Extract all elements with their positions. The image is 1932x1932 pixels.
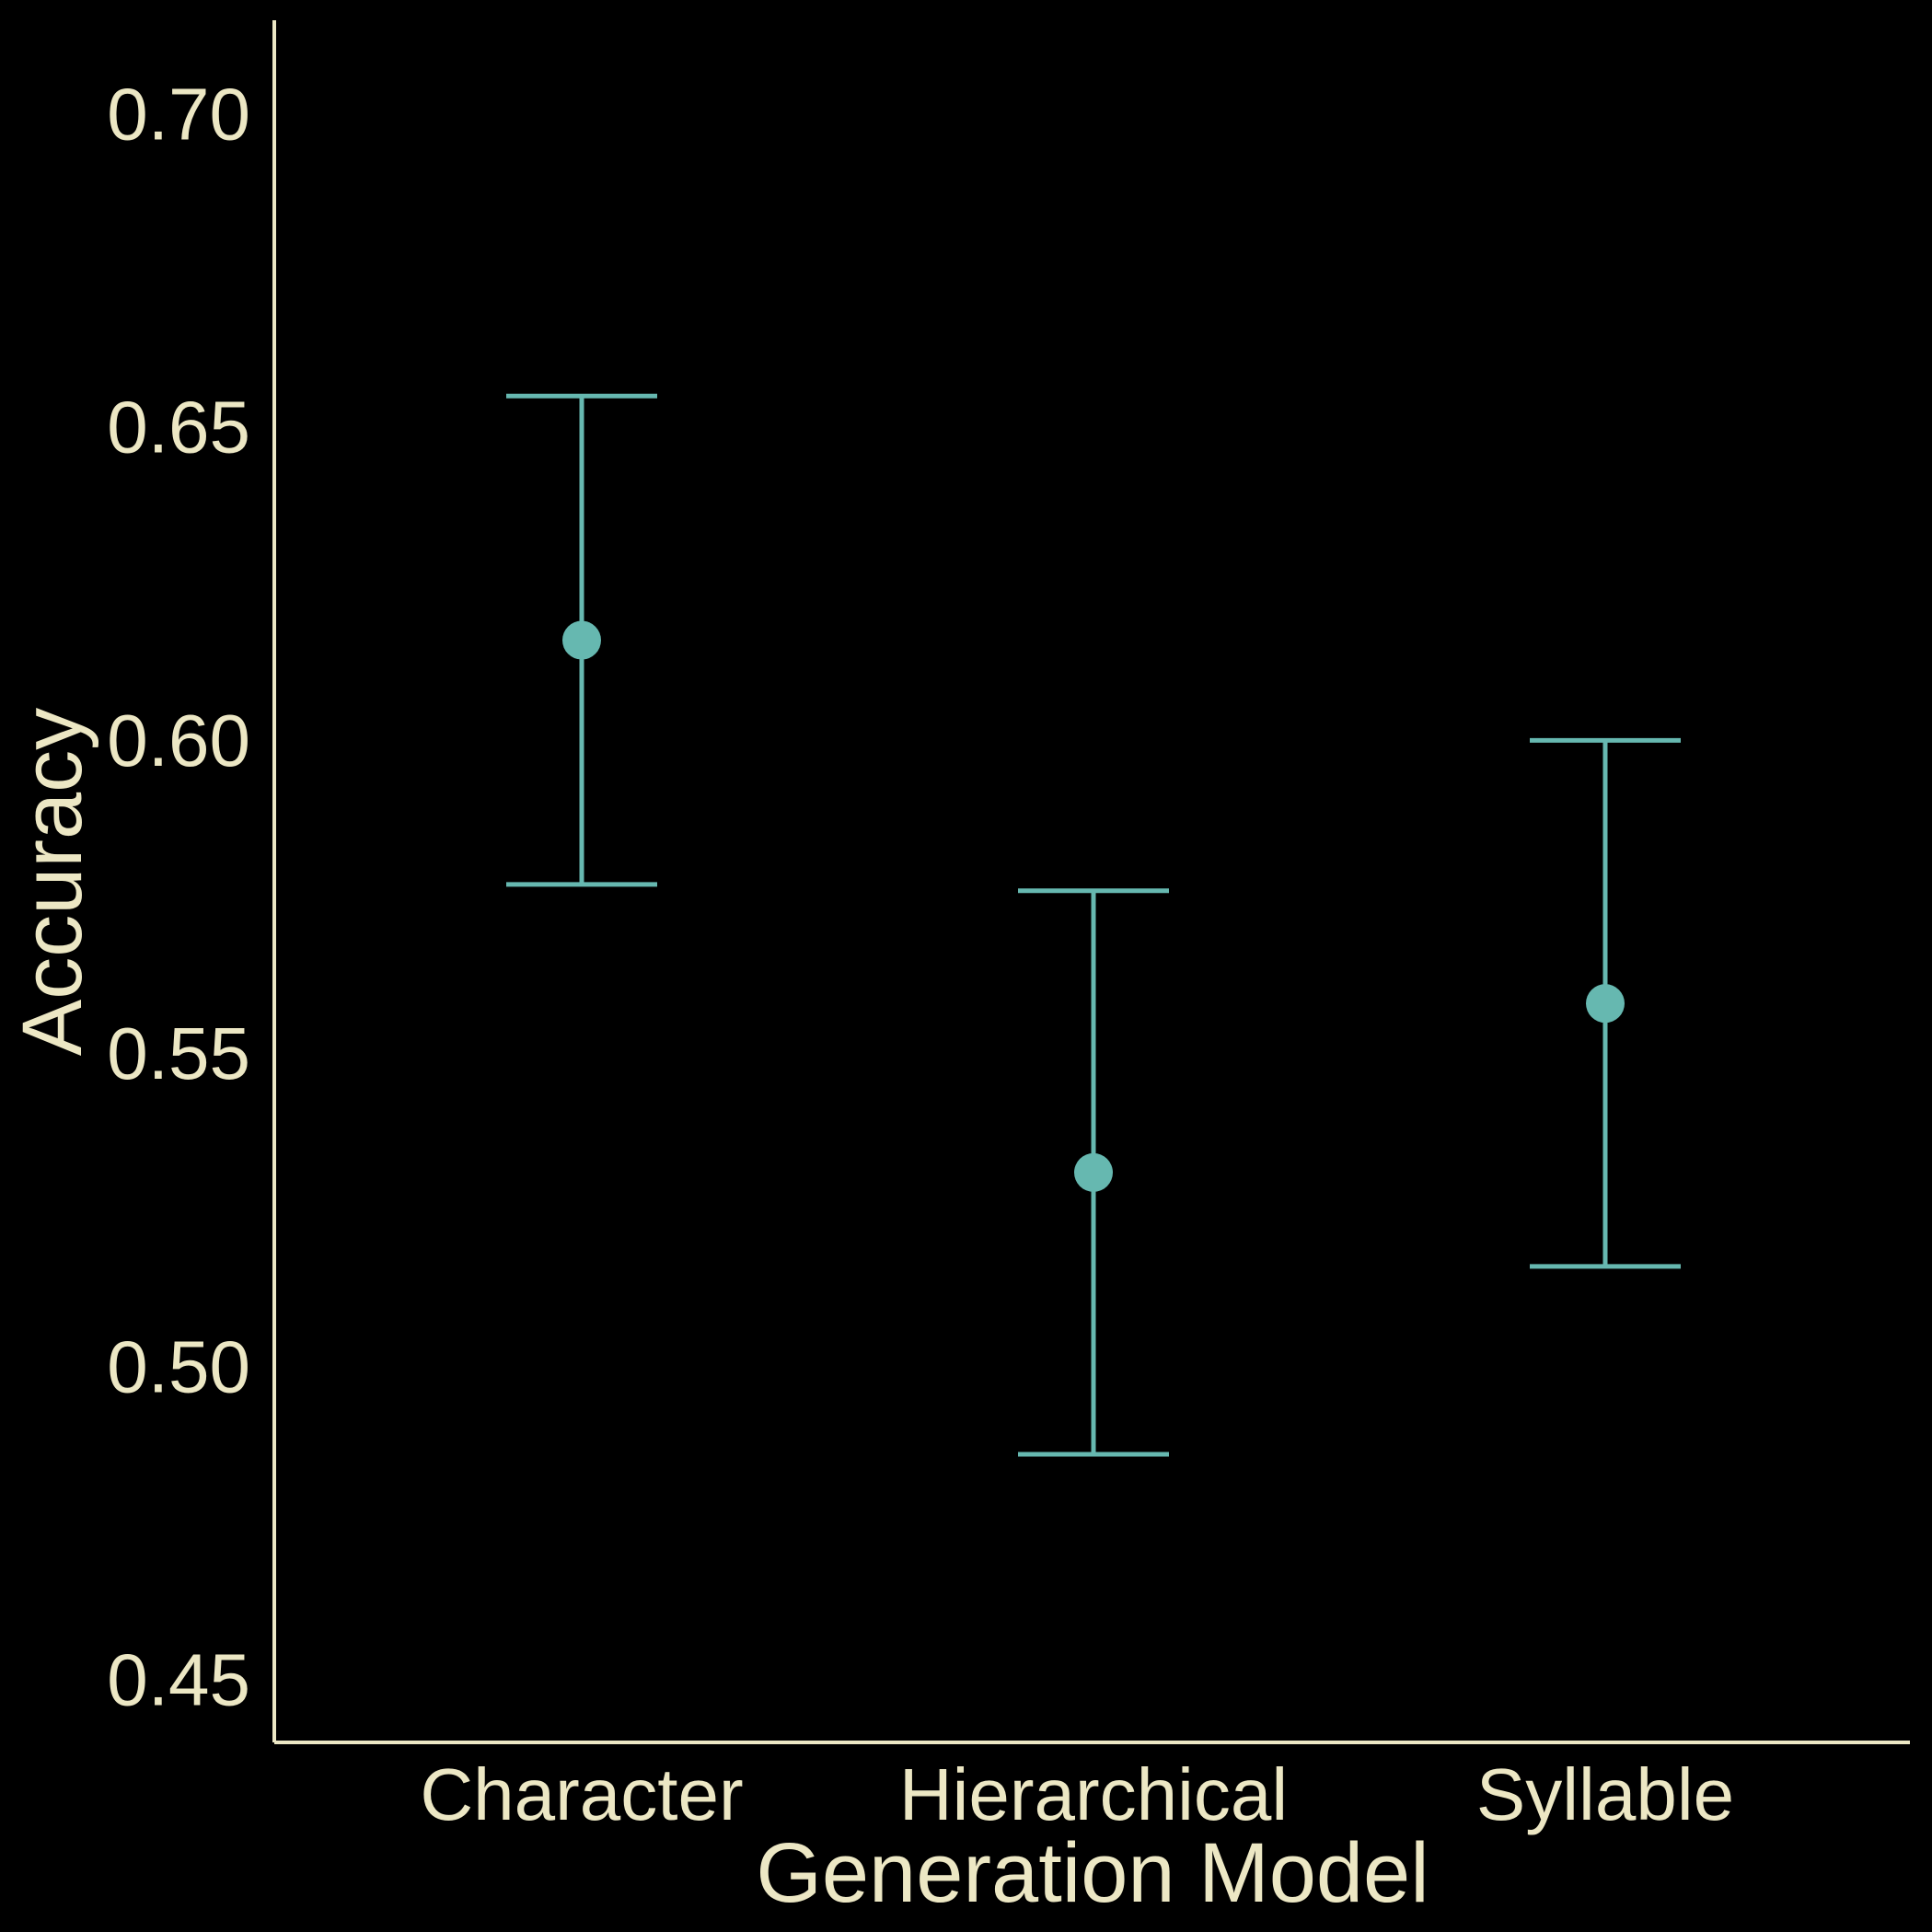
data-point (1586, 984, 1625, 1024)
data-point (1074, 1152, 1113, 1192)
y-tick-label: 0.60 (107, 700, 250, 781)
y-tick-label: 0.70 (107, 74, 250, 156)
axes (272, 20, 1910, 1744)
y-axis-title: Accuracy (6, 708, 99, 1056)
y-tick-label: 0.45 (107, 1638, 250, 1720)
x-tick-labels: Character Hierarchical Syllable (420, 1753, 1734, 1835)
data-point (562, 620, 601, 660)
error-bar-group (1018, 888, 1169, 1457)
x-axis-title: Generation Model (756, 1826, 1429, 1920)
y-tick-label: 0.50 (107, 1325, 250, 1407)
error-bar-group (1530, 737, 1681, 1269)
y-tick-labels: 0.45 0.50 0.55 0.60 0.65 0.70 (107, 74, 250, 1721)
x-tick-label: Hierarchical (899, 1753, 1288, 1835)
data-marks (506, 393, 1681, 1457)
error-bar-group (506, 393, 657, 887)
y-tick-label: 0.65 (107, 387, 250, 469)
x-tick-label: Syllable (1476, 1753, 1734, 1835)
x-tick-label: Character (420, 1753, 743, 1835)
y-tick-label: 0.55 (107, 1012, 250, 1094)
